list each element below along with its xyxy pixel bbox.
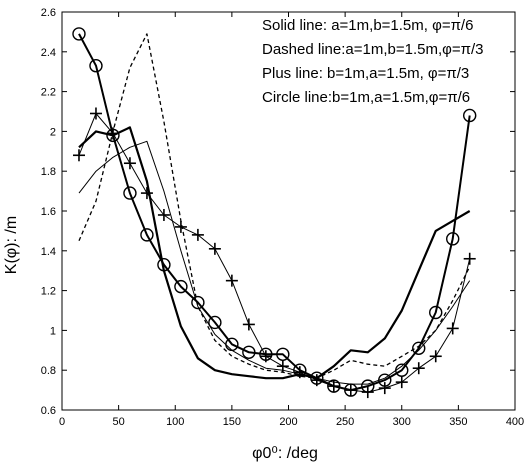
y-tick-label: 0.8 [41,365,56,377]
circle-marker [225,337,239,352]
circle-marker [412,341,426,356]
circle-marker [140,228,154,242]
plus-marker [123,157,136,170]
circle-marker [72,27,86,41]
plus-marker [429,350,442,363]
series-line-thin [78,140,471,385]
circle-marker [293,363,307,377]
y-tick-label: 2.2 [41,87,56,99]
plus-marker [72,149,85,162]
series-line-solid-thick [78,126,471,380]
y-tick-label: 1.4 [41,246,56,258]
plus-marker [378,382,391,395]
legend: Solid line: a=1m,b=1.5m, φ=π/6 Dashed li… [262,17,483,106]
plus-marker [395,376,408,389]
plus-marker [157,208,170,221]
plus-marker [191,228,204,241]
series-line-circle [78,33,471,392]
legend-entry-dashed: Dashed line:a=1m,b=1.5m,φ=π/3 [262,41,483,58]
circle-marker [123,186,137,200]
x-tick-label: 150 [223,416,241,428]
plus-marker [242,318,255,331]
circle-marker [310,371,324,385]
circle-marker [191,295,205,310]
y-tick-label: 2.4 [41,47,56,59]
x-tick-label: 400 [506,416,524,428]
series-line-dashed [78,33,471,379]
x-tick-label: 350 [449,416,467,428]
plus-marker [225,274,238,287]
legend-entry-circle: Circle line:b=1m,a=1.5m,φ=π/6 [262,89,470,106]
series-line-plus [78,113,471,393]
circle-marker [344,383,358,397]
circle-marker [89,59,103,73]
circle-marker [242,345,256,359]
y-tick-label: 0.6 [41,405,56,417]
legend-entry-plus: Plus line: b=1m,a=1.5m, φ=π/3 [262,65,469,82]
x-axis-label: φ0⁰: /deg [252,445,318,462]
circle-marker [361,379,375,393]
x-tick-label: 100 [166,416,184,428]
circle-marker [106,128,120,143]
circle-marker [208,315,222,330]
y-tick-label: 1 [50,325,56,337]
circle-marker [446,232,460,246]
plus-marker [276,360,289,373]
plus-marker [208,242,221,255]
circle-marker [327,379,341,393]
y-tick-label: 2 [50,126,56,138]
circle-marker [157,258,171,272]
x-tick-label: 200 [279,416,297,428]
circle-marker [378,373,392,387]
x-tick-label: 250 [336,416,354,428]
y-tick-label: 1.8 [41,166,56,178]
circle-marker [463,108,477,123]
plus-marker [412,362,425,375]
circle-marker [395,363,409,377]
axis-ticks: 0 50 100 150 200 250 300 350 400 0.6 0.8 1 1.2 1.4 1.6… [41,7,524,428]
x-tick-label: 0 [59,416,65,428]
y-axis-label: K(φ): /m [3,216,20,274]
plus-marker [89,107,102,120]
circle-marker [429,305,443,320]
x-tick-label: 50 [113,416,125,428]
plus-marker [140,187,153,200]
plus-marker [446,322,459,335]
legend-entry-solid: Solid line: a=1m,b=1.5m, φ=π/6 [262,17,473,34]
series-layer [72,27,477,399]
x-tick-label: 300 [393,416,411,428]
circle-marker [276,347,290,361]
y-tick-label: 2.6 [41,7,56,19]
plus-marker [463,252,476,265]
y-tick-label: 1.6 [41,206,56,218]
plus-marker [174,220,187,233]
circle-marker [174,279,188,294]
circle-marker [259,347,273,361]
y-tick-label: 1.2 [41,286,56,298]
